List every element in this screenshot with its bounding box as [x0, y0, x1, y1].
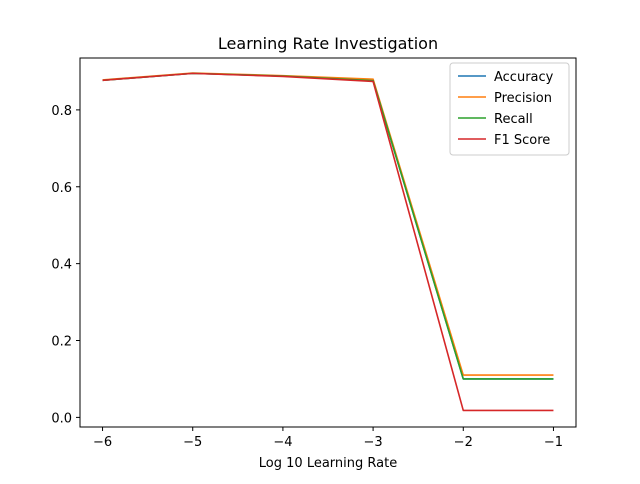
y-tick-label: 0.4: [51, 258, 72, 273]
legend-label-f1-score: F1 Score: [494, 133, 550, 148]
x-tick-label: −4: [273, 435, 292, 450]
series-layer: [102, 72, 554, 412]
legend-label-accuracy: Accuracy: [494, 70, 554, 85]
legend-label-recall: Recall: [494, 112, 533, 127]
legend: Accuracy Precision Recall F1 Score: [449, 62, 570, 156]
x-tick-label: −1: [544, 435, 563, 450]
x-axis: −6 −5 −4 −3 −2 −1: [93, 427, 563, 450]
x-tick-label: −3: [364, 435, 383, 450]
x-tick-label: −6: [93, 435, 112, 450]
y-tick-label: 0.8: [51, 104, 72, 119]
x-axis-label: Log 10 Learning Rate: [259, 456, 397, 471]
chart-title: Learning Rate Investigation: [218, 34, 438, 53]
y-tick-label: 0.6: [51, 181, 72, 196]
y-tick-label: 0.0: [51, 411, 72, 426]
legend-label-precision: Precision: [494, 91, 552, 106]
x-tick-label: −2: [454, 435, 473, 450]
y-axis: 0.0 0.2 0.4 0.6 0.8: [51, 104, 80, 426]
x-tick-label: −5: [183, 435, 202, 450]
y-tick-label: 0.2: [51, 335, 72, 350]
plot-frame: [79, 57, 577, 428]
legend-box: [449, 62, 570, 156]
series-line-f1-score: [102, 72, 554, 412]
